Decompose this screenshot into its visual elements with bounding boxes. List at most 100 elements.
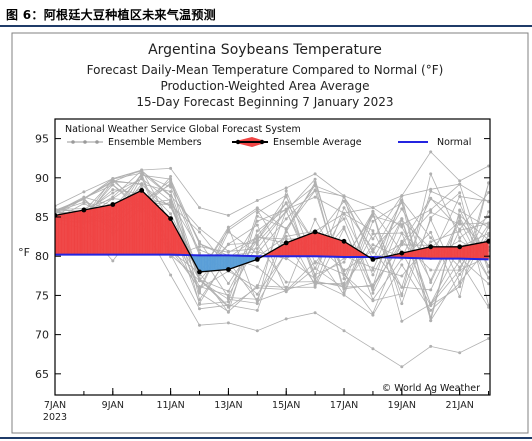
above-normal-fill (169, 216, 171, 255)
ensemble-member-point (284, 217, 288, 221)
ensemble-member-point (400, 225, 404, 229)
below-normal-fill (206, 255, 209, 272)
ensemble-member-point (458, 268, 462, 272)
above-normal-fill (296, 238, 298, 257)
ensemble-member-point (371, 219, 375, 223)
y-tick-label: 80 (35, 250, 49, 263)
above-normal-fill (300, 236, 303, 257)
chart-title: Argentina Soybeans Temperature (148, 42, 382, 58)
ensemble-member-point (458, 195, 462, 198)
ensemble-member-point (371, 299, 375, 303)
ensemble-member-point (342, 277, 346, 281)
above-normal-fill (72, 211, 74, 255)
above-normal-fill (453, 246, 456, 259)
above-normal-fill (121, 199, 124, 255)
above-normal-fill (304, 234, 307, 257)
ensemble-member-point (198, 302, 201, 306)
above-normal-fill (456, 246, 459, 259)
ensemble-member-line (55, 151, 489, 216)
ensemble-member-point (487, 199, 490, 203)
above-normal-fill (421, 248, 424, 259)
ensemble-member-point (458, 179, 462, 183)
above-normal-fill (138, 190, 141, 255)
below-normal-fill (205, 255, 207, 272)
ensemble-member-point (226, 305, 230, 309)
ensemble-member-line (55, 178, 489, 308)
above-normal-fill (481, 242, 483, 260)
ensemble-member-point (111, 183, 115, 187)
ensemble-member-point (226, 293, 230, 297)
ensemble-member-point (313, 260, 317, 264)
chart-panel: Argentina Soybeans Temperature Forecast … (0, 30, 532, 435)
ensemble-member-point (429, 208, 433, 212)
ensemble-member-point (429, 189, 433, 193)
above-normal-fill (307, 233, 310, 257)
above-normal-fill (158, 206, 161, 255)
ensemble-member-point (82, 200, 86, 204)
ensemble-member-point (198, 230, 201, 234)
above-normal-fill (349, 244, 352, 258)
ensemble-member-point (226, 242, 230, 246)
ensemble-member-point (487, 231, 490, 235)
above-normal-fill (173, 223, 176, 255)
below-normal-fill (218, 255, 220, 271)
ensemble-member-point (198, 248, 201, 252)
below-normal-fill (235, 255, 238, 268)
legend-normal-label: Normal (437, 137, 471, 148)
above-normal-fill (278, 245, 281, 257)
above-normal-fill (424, 247, 427, 259)
legend-average: Ensemble Average (232, 137, 362, 148)
above-normal-fill (80, 210, 83, 255)
ensemble-member-point (313, 217, 317, 221)
ensemble-member-point (429, 303, 433, 307)
above-normal-fill (452, 246, 455, 259)
ensemble-member-point (313, 266, 317, 270)
ensemble-member-point (487, 225, 490, 229)
ensemble-member-point (371, 210, 375, 214)
above-normal-fill (297, 237, 300, 257)
below-normal-fill (219, 255, 222, 271)
x-tick-label: 17JAN (330, 400, 358, 411)
above-normal-fill (156, 204, 158, 255)
above-normal-fill (320, 233, 323, 257)
ensemble-member-point (487, 282, 490, 286)
ensemble-average-point (197, 269, 202, 275)
above-normal-fill (147, 195, 150, 255)
ensemble-member-point (313, 172, 317, 176)
above-normal-fill (414, 249, 417, 259)
below-normal-fill (221, 255, 223, 271)
above-normal-fill (290, 240, 293, 257)
above-normal-fill (335, 238, 337, 257)
ensemble-member-point (284, 186, 288, 190)
above-normal-fill (115, 202, 118, 255)
ensemble-member-point (111, 188, 115, 192)
ensemble-member-line (55, 169, 489, 289)
ensemble-member-point (458, 214, 462, 217)
y-tick-label: 90 (35, 172, 49, 185)
above-normal-fill (118, 200, 121, 255)
above-normal-fill (327, 235, 330, 257)
legend-members-marker (95, 140, 99, 144)
above-normal-fill (140, 190, 142, 255)
ensemble-member-point (169, 183, 173, 187)
above-normal-fill (112, 203, 115, 255)
ensemble-average-line (55, 189, 489, 273)
above-normal-fill (301, 236, 304, 257)
ensemble-member-point (169, 212, 173, 216)
below-normal-fill (222, 255, 225, 271)
legend-members-marker (83, 140, 87, 144)
above-normal-fill (410, 250, 413, 259)
ensemble-member-point (284, 289, 288, 293)
ensemble-member-point (429, 308, 433, 312)
below-normal-fill (203, 255, 206, 272)
ensemble-member-point (226, 289, 230, 293)
above-normal-fill (129, 195, 132, 255)
above-normal-fill (166, 213, 168, 255)
above-normal-fill (345, 241, 348, 258)
ensemble-member-point (226, 249, 230, 253)
ensemble-member-point (111, 259, 115, 263)
above-normal-fill (56, 214, 59, 255)
ensemble-member-point (458, 281, 462, 285)
below-normal-fill (236, 255, 239, 267)
ensemble-member-point (198, 245, 201, 248)
